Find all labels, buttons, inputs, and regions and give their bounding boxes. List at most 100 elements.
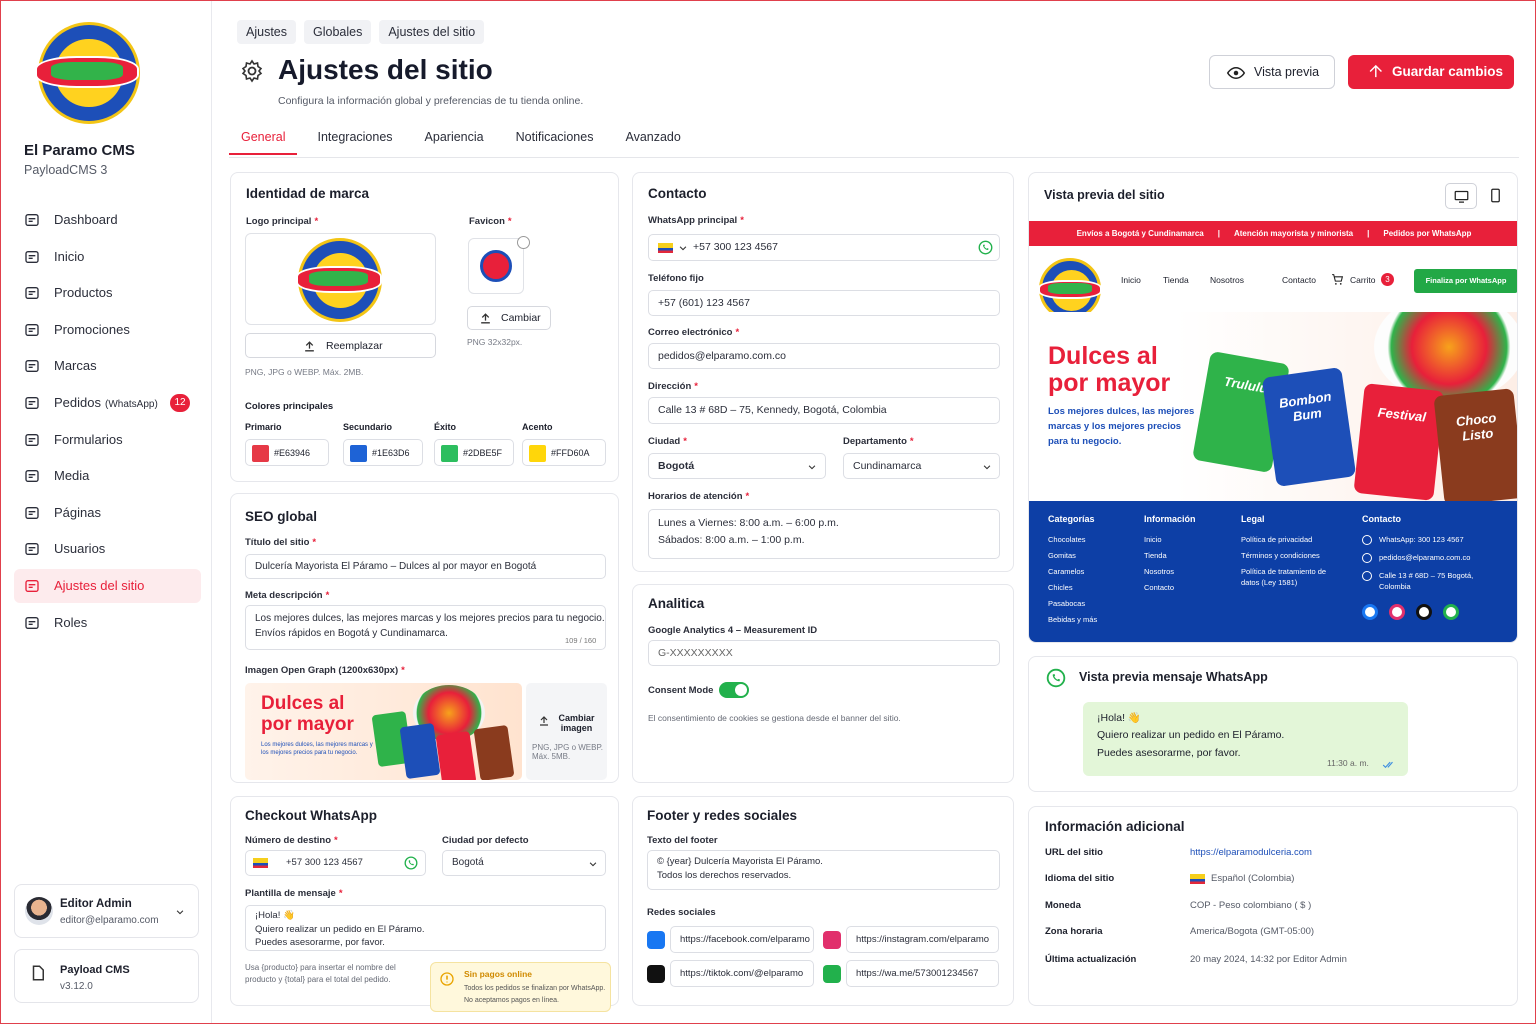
social-link-input[interactable]: https://facebook.com/elparamo (670, 926, 814, 953)
additional-info-card: Información adicional URL del sitio https:… (1028, 806, 1518, 1006)
breadcrumb[interactable]: Ajustes del sitio (379, 20, 485, 44)
og-product (399, 722, 441, 780)
meta-textarea[interactable]: Los mejores dulces, las mejores marcas y… (245, 605, 606, 650)
preview-button[interactable]: Vista previa (1209, 55, 1335, 89)
hours-textarea[interactable]: Lunes a Viernes: 8:00 a.m. – 6:00 p.m. Sá… (648, 509, 1000, 559)
nav-icon-part (25, 580, 39, 592)
nav-item[interactable]: Usuarios (14, 532, 201, 566)
number-input[interactable]: +57 300 123 4567 (245, 850, 426, 876)
footer-column-item: Chocolates (1048, 535, 1086, 544)
nav-item[interactable]: Inicio (14, 240, 201, 274)
required-mark: * (312, 537, 317, 548)
replace-button-label: Reemplazar (326, 340, 383, 352)
nav-item[interactable]: Roles (14, 606, 201, 640)
tab[interactable]: Avanzado (625, 130, 681, 144)
mobile-toggle[interactable] (1481, 183, 1509, 209)
color-field[interactable]: #E63946 (245, 439, 329, 466)
city-select[interactable]: Bogotá (442, 850, 606, 876)
nav-item[interactable]: Marcas (14, 349, 201, 383)
nav-item[interactable]: Promociones (14, 313, 201, 347)
template-textarea[interactable]: ¡Hola! 👋 Quiero realizar un pedido en El … (245, 905, 606, 951)
color-field[interactable]: #FFD60A (522, 439, 606, 466)
upload-icon (479, 312, 492, 325)
email-input[interactable]: pedidos@elparamo.com.co (648, 343, 1000, 369)
tab[interactable]: Integraciones (317, 130, 393, 144)
preview-footer: Categorías Chocolates Gomitas Caramelos Chic… (1029, 501, 1517, 642)
whatsapp-input[interactable]: +57 300 123 4567 (648, 234, 1000, 261)
color-label: Primario (245, 422, 282, 432)
replace-button[interactable]: Reemplazar (245, 333, 436, 358)
favicon-remove[interactable] (517, 236, 530, 249)
color-field[interactable]: #2DBE5F (434, 439, 514, 466)
user-card[interactable]: Editor Admin editor@elparamo.com (14, 884, 199, 938)
tab[interactable]: General (229, 130, 298, 155)
nav-item[interactable]: Dashboard (14, 203, 201, 237)
card-title: SEO global (245, 509, 318, 524)
whatsapp-preview-card: Vista previa mensaje WhatsApp ¡Hola! 👋 Qui… (1028, 656, 1518, 792)
whatsapp-label-text: WhatsApp principal (648, 215, 738, 226)
nav-item[interactable]: Pedidos (WhatsApp) 12 (14, 386, 201, 420)
department-select[interactable]: Cundinamarca (843, 453, 1000, 479)
city-select[interactable]: Bogotá (648, 453, 826, 479)
nav-item[interactable]: Productos (14, 276, 201, 310)
site-preview-card: Vista previa del sitio Envíos a Bogotá y … (1028, 172, 1518, 643)
tab[interactable]: Apariencia (424, 130, 484, 144)
breadcrumb[interactable]: Ajustes (237, 20, 296, 44)
preview-nav-link[interactable]: Contacto (1282, 275, 1317, 285)
ga-input[interactable]: G-XXXXXXXXX (648, 640, 1000, 666)
color-hex: #FFD60A (551, 448, 590, 458)
nav-icon-part (25, 543, 39, 556)
desktop-toggle[interactable] (1445, 183, 1477, 209)
cart-label[interactable]: Carrito (1350, 275, 1376, 285)
color-swatch (252, 445, 269, 462)
breadcrumb[interactable]: Globales (304, 20, 372, 44)
hero-product-label: Festival (1377, 404, 1427, 425)
nav-item[interactable]: Páginas (14, 496, 201, 530)
preview-social-icon (1389, 604, 1405, 620)
app-name: Payload CMS (60, 964, 130, 976)
whatsapp-icon-part-part (983, 244, 989, 250)
og-change[interactable]: Cambiar imagen PNG, JPG o WEBP. Máx. 5MB. (526, 683, 607, 780)
social-icon (823, 931, 841, 949)
logo-band-inner (1048, 283, 1092, 295)
social-link-input[interactable]: https://wa.me/573001234567 (846, 960, 999, 987)
tabs: General Integraciones Apariencia Notificaci… (229, 130, 693, 155)
preview-cta[interactable]: Finaliza por WhatsApp (1414, 269, 1517, 293)
save-button[interactable]: Guardar cambios (1348, 55, 1514, 89)
nav-icon (24, 249, 40, 265)
phone-input[interactable]: +57 (601) 123 4567 (648, 290, 1000, 316)
nav-icon-part-part (25, 433, 39, 446)
nav-item[interactable]: Ajustes del sitio (14, 569, 201, 603)
preview-nav-link[interactable]: Inicio (1121, 275, 1141, 285)
address-input[interactable]: Calle 13 # 68D – 75, Kennedy, Bogotá, Co… (648, 397, 1000, 424)
nav-icon-part (25, 250, 39, 263)
ga-label: Google Analytics 4 – Measurement ID (648, 625, 817, 636)
social-link-input[interactable]: https://tiktok.com/@elparamo (670, 960, 814, 987)
consent-label: Consent Mode (648, 685, 713, 696)
info-value[interactable]: https://elparamodulceria.com (1190, 847, 1312, 858)
favicon-box (468, 238, 524, 294)
nav-item[interactable]: Formularios (14, 423, 201, 457)
preview-nav-link[interactable]: Tienda (1163, 275, 1189, 285)
color-swatch (529, 445, 546, 462)
consent-toggle[interactable] (719, 682, 749, 698)
color-label: Éxito (434, 422, 457, 432)
site-title-input[interactable]: Dulcería Mayorista El Páramo – Dulces al… (245, 554, 606, 579)
whatsapp-icon-part-part (978, 240, 993, 255)
preview-button-label: Vista previa (1254, 65, 1320, 79)
footer-label: Texto del footer (647, 835, 718, 846)
nav-icon-part (25, 214, 39, 226)
nav-label-group: Pedidos (WhatsApp) (54, 395, 158, 410)
eye-icon (1226, 64, 1246, 82)
nav-label: Ajustes del sitio (54, 578, 145, 593)
nav-icon-part-part (25, 250, 39, 263)
social-link-input[interactable]: https://instagram.com/elparamo (846, 926, 999, 953)
nav-item[interactable]: Media (14, 459, 201, 493)
color-field[interactable]: #1E63D6 (343, 439, 423, 466)
footer-textarea[interactable]: © {year} Dulcería Mayorista El Páramo. To… (647, 850, 1000, 890)
nav-icon-part-part (28, 510, 36, 515)
tab[interactable]: Notificaciones (515, 130, 594, 144)
preview-nav-link[interactable]: Nosotros (1210, 275, 1245, 285)
change-button[interactable]: Cambiar (467, 306, 551, 330)
whatsapp-icon (978, 240, 993, 255)
